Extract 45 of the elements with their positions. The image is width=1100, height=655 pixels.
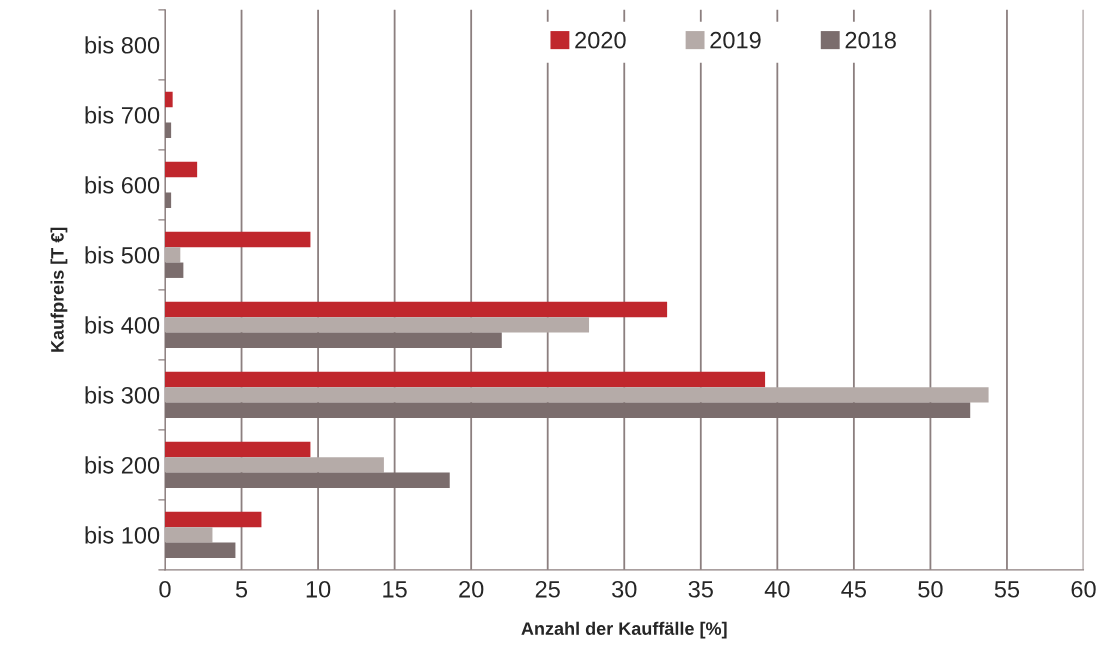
x-tick-label: 45 — [841, 581, 867, 598]
x-tick-label: 30 — [612, 580, 637, 598]
bar — [165, 91, 173, 108]
y-tick-label: bis 500 — [85, 246, 160, 264]
bar — [165, 317, 590, 333]
legend-label: 2019 — [710, 31, 761, 49]
x-tick-label: 15 — [383, 581, 407, 598]
y-tick-label: bis 400 — [85, 316, 160, 334]
bar — [165, 387, 989, 403]
y-tick-label: bis 200 — [85, 456, 160, 474]
x-tick-label: 40 — [764, 580, 790, 598]
x-tick-label: 10 — [306, 580, 331, 598]
x-tick-label: 20 — [459, 580, 484, 598]
x-tick-label: 5 — [235, 581, 248, 598]
x-tick-label: 25 — [535, 580, 560, 598]
bar — [165, 371, 766, 388]
bar — [165, 511, 262, 528]
x-tick-label: 55 — [994, 581, 1020, 598]
x-tick-label: 50 — [918, 580, 943, 598]
x-axis-title: Anzahl der Kauffälle [%] — [521, 621, 727, 639]
bar — [165, 542, 236, 558]
y-tick-label: bis 100 — [85, 526, 160, 544]
bar — [165, 247, 181, 263]
bar — [165, 402, 971, 418]
legend-label: 2018 — [845, 31, 896, 49]
bar — [165, 161, 198, 178]
bar — [165, 122, 172, 138]
bar — [165, 457, 384, 473]
bar — [165, 332, 502, 348]
bar — [165, 472, 450, 488]
bar — [165, 301, 668, 318]
y-tick-label: bis 600 — [85, 176, 160, 194]
x-tick-label: 35 — [688, 580, 713, 598]
bar — [165, 527, 213, 543]
x-tick-label: 0 — [159, 580, 171, 598]
y-tick-label: bis 300 — [85, 386, 160, 404]
y-tick-label: bis 800 — [85, 36, 160, 54]
bar — [165, 192, 172, 208]
legend-label: 2020 — [575, 31, 626, 49]
bar — [165, 262, 184, 278]
y-tick-label: bis 700 — [85, 106, 160, 124]
x-tick-label: 60 — [1071, 580, 1096, 598]
y-axis-title: Kaufpreis [T €] — [50, 227, 68, 352]
bar — [165, 441, 311, 458]
bar — [165, 231, 311, 248]
